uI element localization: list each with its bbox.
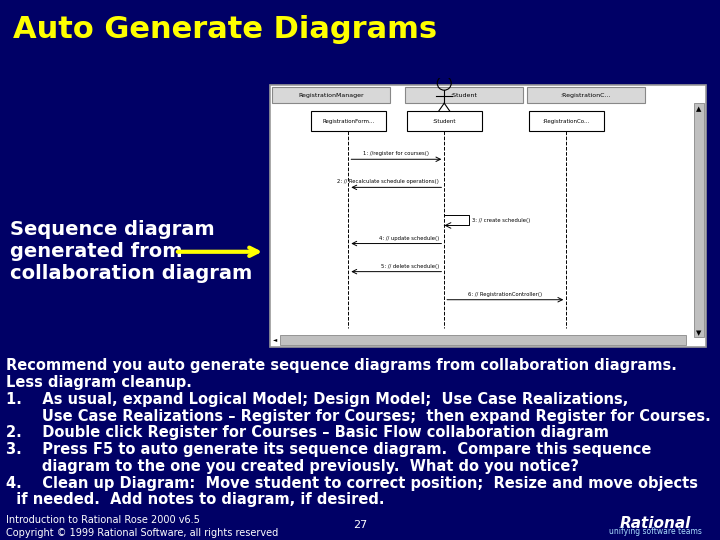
Bar [693,103,703,337]
Bar [311,111,386,131]
Text: if needed.  Add notes to diagram, if desired.: if needed. Add notes to diagram, if desi… [6,492,384,508]
Text: collaboration diagram: collaboration diagram [10,264,252,284]
Text: ▼: ▼ [696,330,701,336]
Bar [270,85,706,347]
Text: Use Case Realizations – Register for Courses;  then expand Register for Courses.: Use Case Realizations – Register for Cou… [6,409,711,424]
Text: Recommend you auto generate sequence diagrams from collaboration diagrams.: Recommend you auto generate sequence dia… [6,359,677,373]
Text: Introduction to Rational Rose 2000 v6.5: Introduction to Rational Rose 2000 v6.5 [6,515,199,525]
Text: generated from: generated from [10,242,182,261]
Text: Rational: Rational [619,516,691,531]
Text: ◄: ◄ [273,338,277,342]
Text: unifying software teams: unifying software teams [609,527,701,536]
Bar [528,111,603,131]
Text: 4: // update schedule(): 4: // update schedule() [379,235,439,240]
Text: 3: // create schedule(): 3: // create schedule() [472,218,531,223]
Text: 3.    Press F5 to auto generate its sequence diagram.  Compare this sequence: 3. Press F5 to auto generate its sequenc… [6,442,651,457]
Text: 6: // RegistrationController(): 6: // RegistrationController() [468,292,542,296]
Bar [527,87,645,103]
Text: :RegistrationC...: :RegistrationC... [561,93,611,98]
Text: 2: // Recalculate schedule operations(): 2: // Recalculate schedule operations() [338,179,439,184]
Text: 27: 27 [353,520,367,530]
Text: Sequence diagram: Sequence diagram [10,220,215,239]
Text: :RegistrationCo...: :RegistrationCo... [543,119,590,124]
Text: diagram to the one you created previously.  What do you notice?: diagram to the one you created previousl… [6,459,579,474]
Text: 1.    As usual, expand Logical Model; Design Model;  Use Case Realizations,: 1. As usual, expand Logical Model; Desig… [6,392,628,407]
Bar [407,111,482,131]
Text: Auto Generate Diagrams: Auto Generate Diagrams [13,15,437,44]
Text: :Student: :Student [451,93,477,98]
Text: :Student: :Student [433,119,456,124]
Text: ▲: ▲ [696,106,701,112]
Text: Less diagram cleanup.: Less diagram cleanup. [6,375,192,390]
Text: RegistrationManager: RegistrationManager [298,93,364,98]
Text: Copyright © 1999 Rational Software, all rights reserved: Copyright © 1999 Rational Software, all … [6,528,278,538]
Text: 2.    Double click Register for Courses – Basic Flow collaboration diagram: 2. Double click Register for Courses – B… [6,426,608,441]
Bar [405,87,523,103]
Text: 4.    Clean up Diagram:  Move student to correct position;  Resize and move obje: 4. Clean up Diagram: Move student to cor… [6,476,698,491]
Text: 5: // delete schedule(): 5: // delete schedule() [381,264,439,268]
Text: 1: //register for courses(): 1: //register for courses() [364,151,429,156]
Text: RegistrationForm...: RegistrationForm... [323,119,374,124]
Bar [272,87,390,103]
Bar [280,335,685,345]
